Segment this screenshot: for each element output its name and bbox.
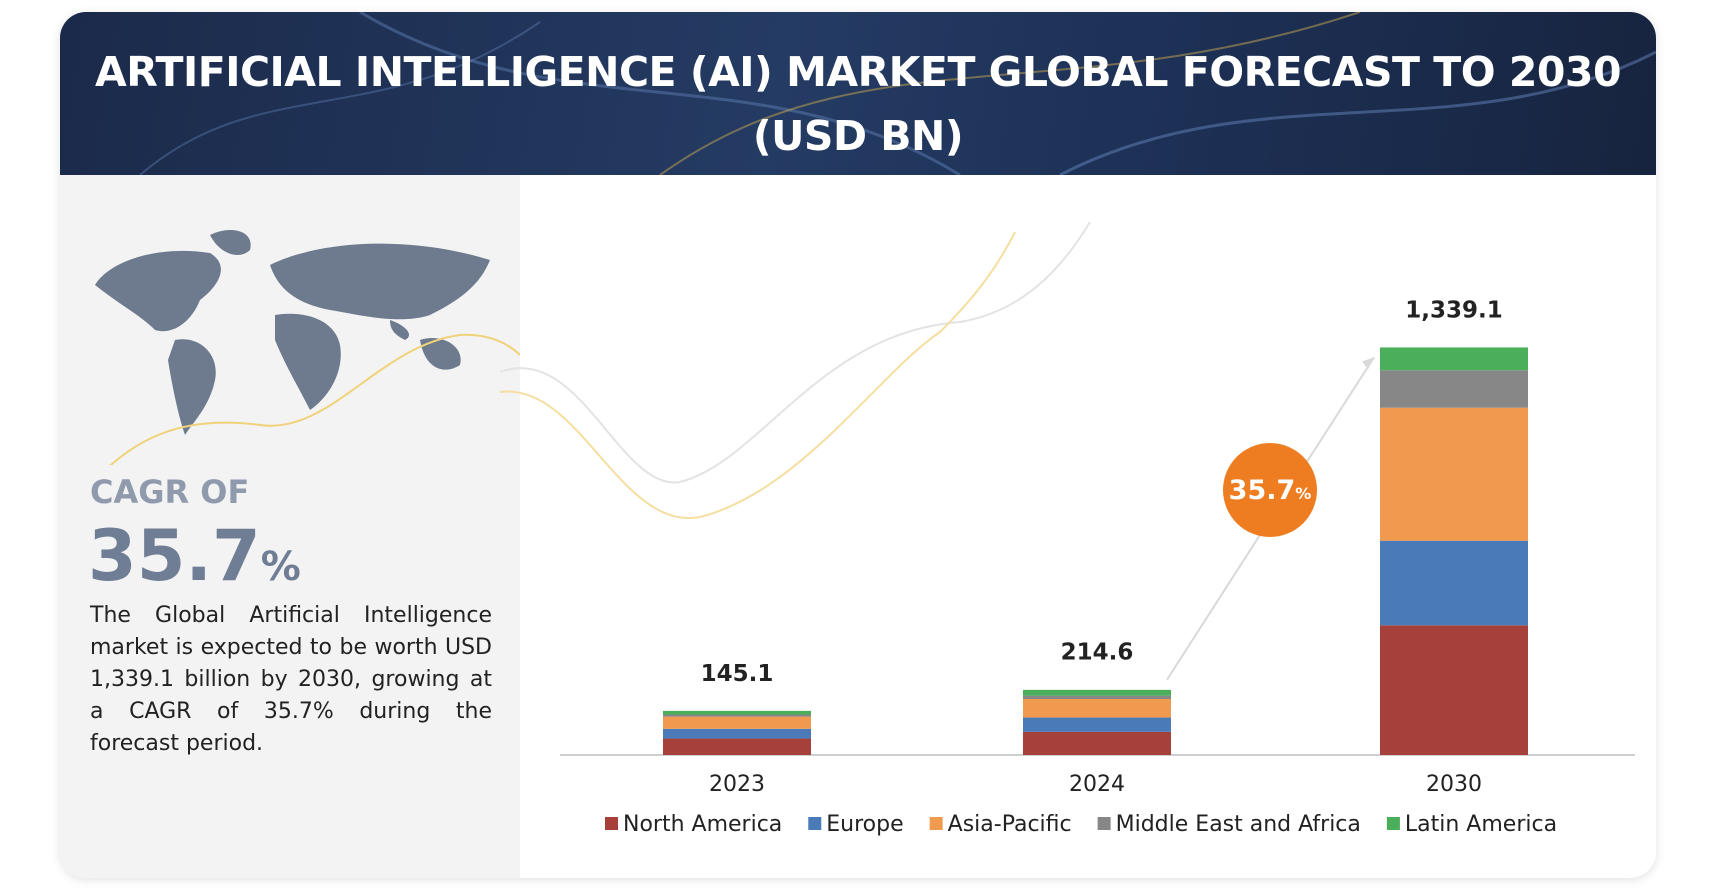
cagr-value: 35.7% [88, 515, 301, 597]
legend-label: Latin America [1405, 812, 1557, 837]
x-tick-label: 2024 [1069, 772, 1125, 797]
header-decoration [139, 12, 1656, 175]
world-map [95, 230, 520, 465]
bar-segment [1380, 540, 1528, 626]
bar-segment [663, 714, 811, 717]
bar-segment [1023, 695, 1171, 699]
chart-title: ARTIFICIAL INTELLIGENCE (AI) MARKET GLOB… [95, 48, 1621, 160]
bar-segment [663, 728, 811, 739]
total-label: 214.6 [1061, 640, 1134, 666]
cagr-badge [1223, 443, 1317, 537]
legend-swatch [929, 817, 943, 830]
chart: 145.1 2023 214.6 2024 1,339.1 2030 35.7% North … [499, 221, 1635, 837]
x-tick-label: 2023 [709, 772, 765, 797]
bar-segment [1023, 717, 1171, 732]
bar-segment [1380, 370, 1528, 408]
x-tick-label: 2030 [1426, 772, 1482, 797]
header: ARTIFICIAL INTELLIGENCE (AI) MARKET GLOB… [60, 12, 1656, 175]
legend-label: Europe [826, 812, 903, 837]
bar-segment [1023, 698, 1171, 718]
cagr-badge-value: 35.7 [1229, 475, 1296, 506]
legend-label: North America [623, 812, 782, 837]
bar-segment [663, 710, 811, 715]
side-panel: CAGR OF 35.7% The Global Artificial Inte… [60, 175, 520, 878]
cagr-unit: % [260, 544, 301, 590]
cagr-number: 35.7 [88, 515, 261, 597]
infographic-card: ARTIFICIAL INTELLIGENCE (AI) MARKET GLOB… [60, 12, 1656, 878]
bar-segment [663, 738, 811, 755]
legend-label: Asia-Pacific [948, 812, 1072, 837]
total-label: 145.1 [701, 661, 774, 687]
cagr-badge-unit: % [1295, 484, 1311, 503]
bar-segment [1023, 731, 1171, 755]
legend-label: Middle East and Africa [1116, 812, 1361, 837]
bar-segment [1380, 625, 1528, 755]
cagr-label: CAGR OF [90, 473, 250, 511]
legend-swatch [808, 817, 822, 830]
bar-segment [663, 716, 811, 729]
bar-segment [1380, 407, 1528, 541]
legend-swatch [605, 817, 618, 830]
bar-segment [1023, 689, 1171, 696]
bar-segment [1380, 347, 1528, 371]
description: The Global Artificial Intelligence marke… [90, 603, 492, 756]
total-label: 1,339.1 [1405, 297, 1503, 323]
legend-swatch [1386, 817, 1400, 830]
arrow-head [1362, 357, 1374, 370]
cagr-badge-text: 35.7% [1229, 475, 1312, 506]
legend-swatch [1097, 817, 1111, 830]
